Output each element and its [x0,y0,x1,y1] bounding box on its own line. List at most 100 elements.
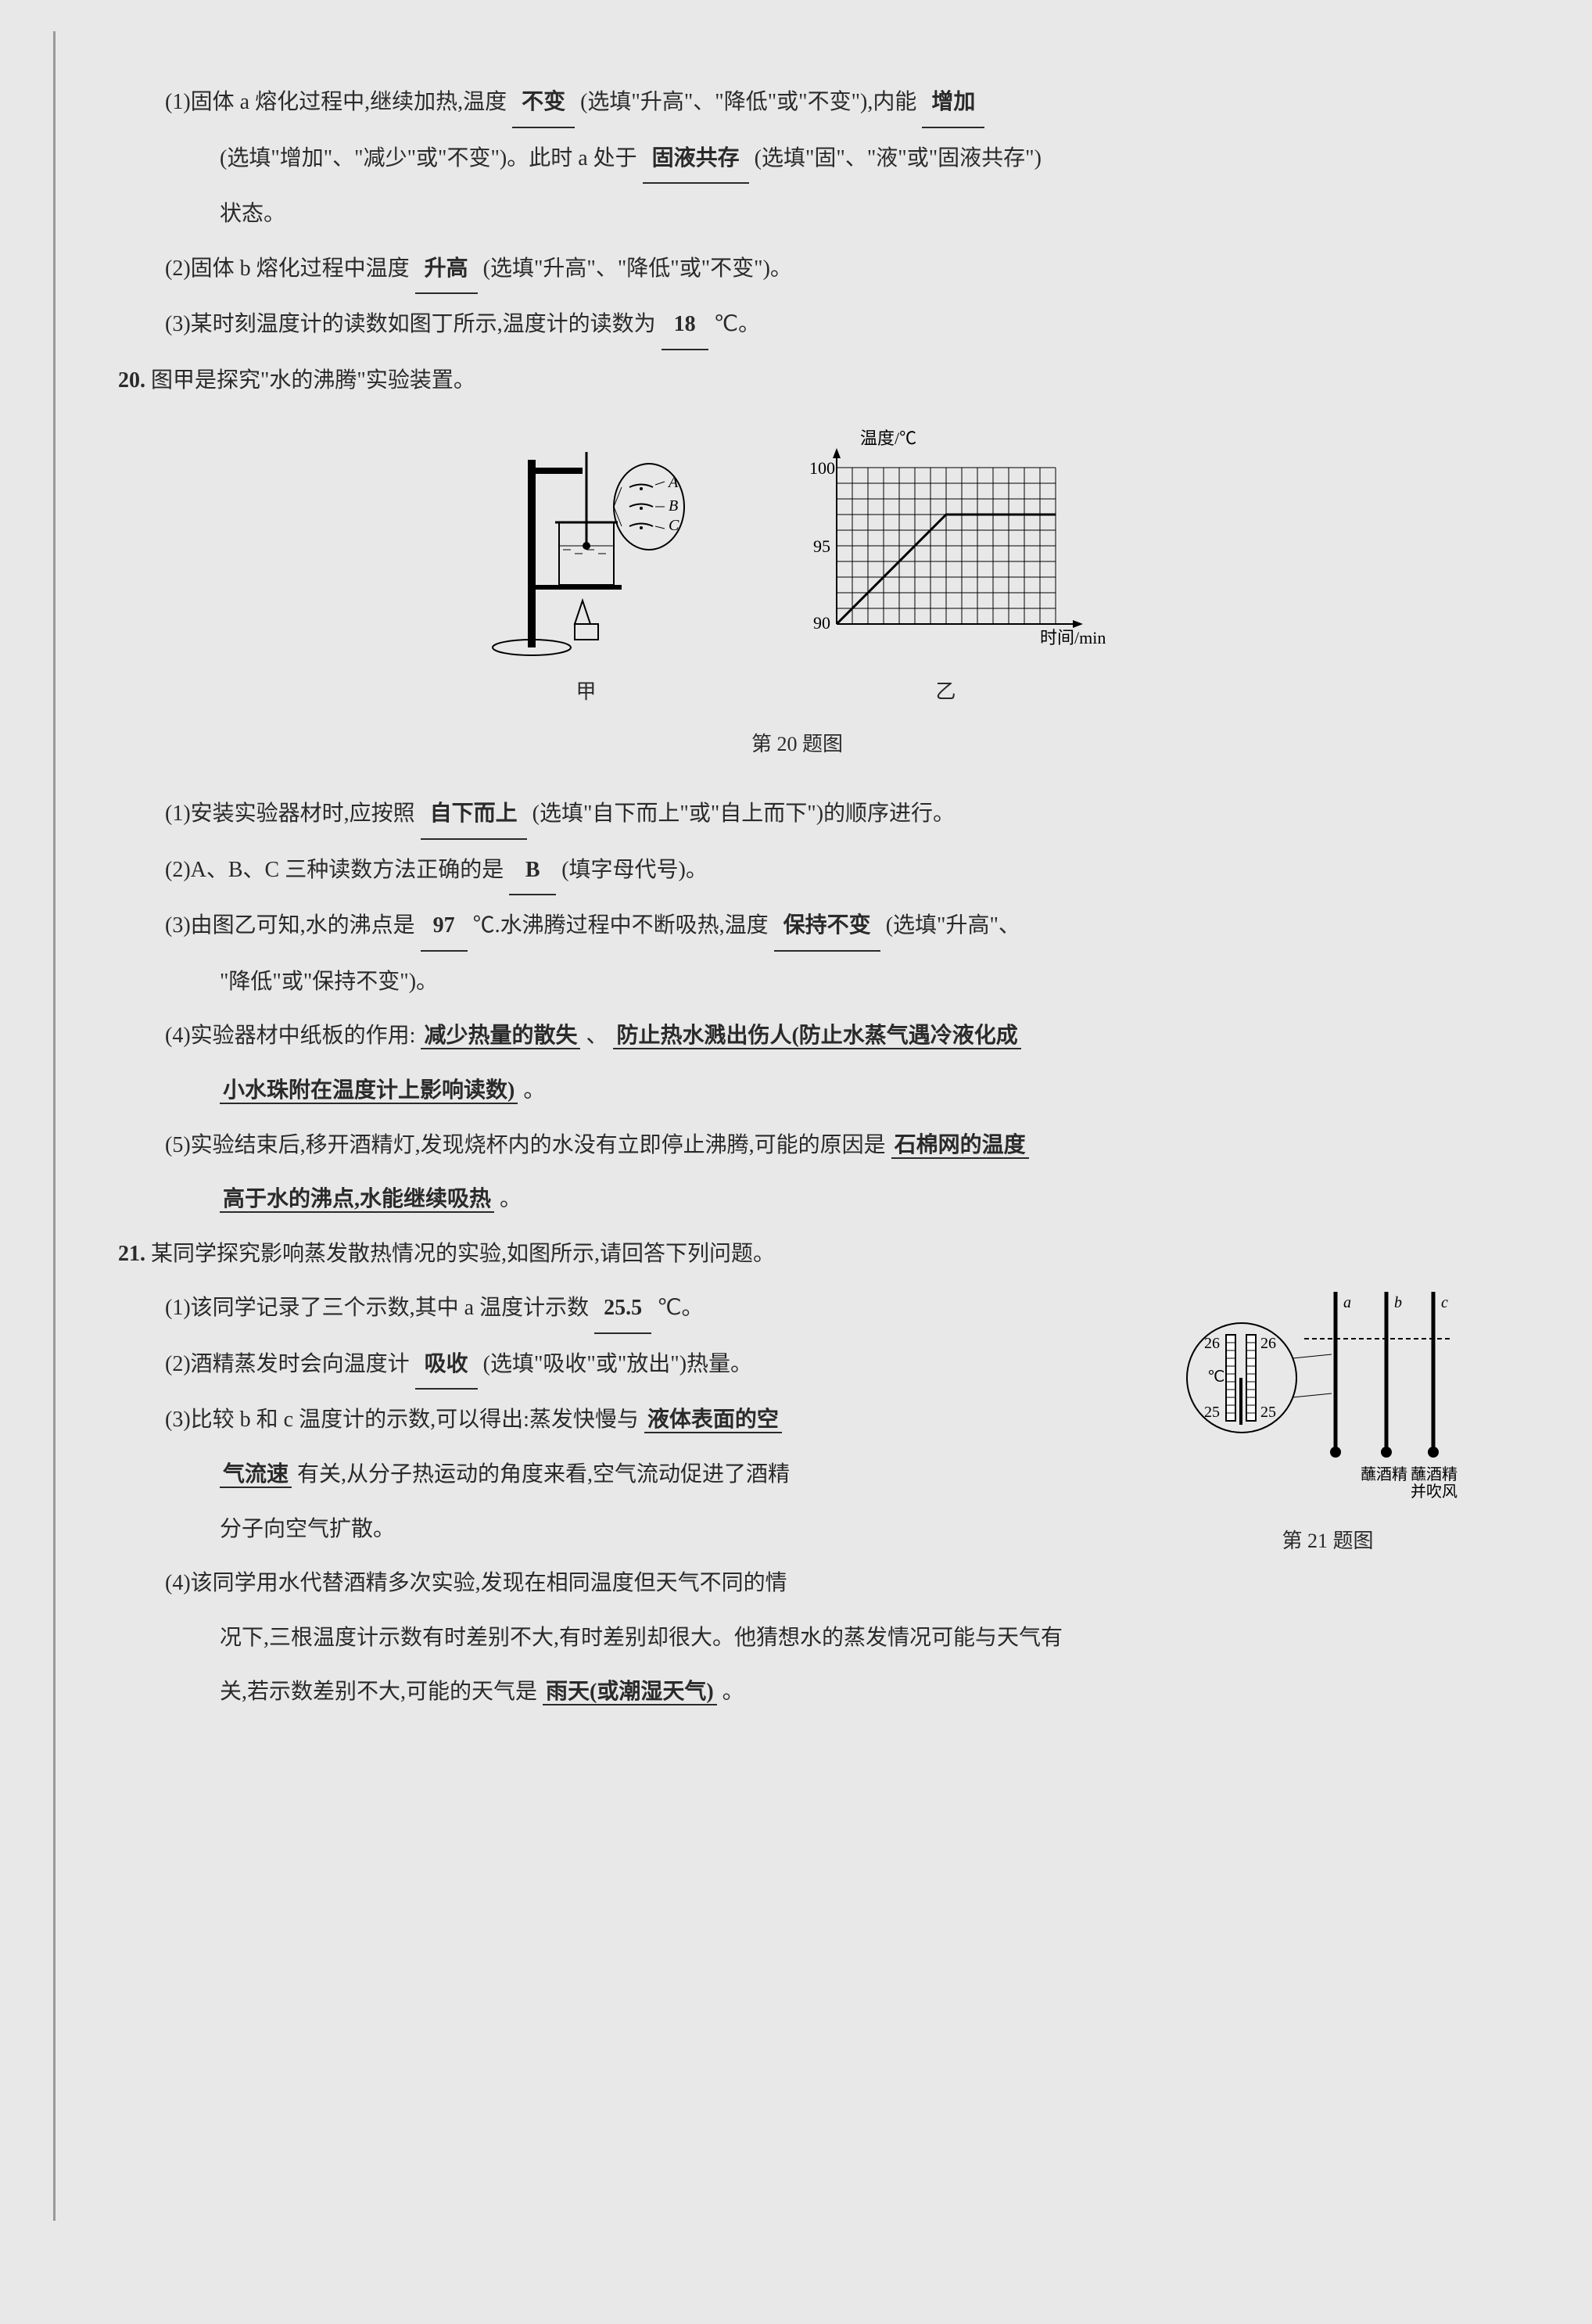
label-b: b [1394,1294,1402,1311]
label-A: A [667,474,679,491]
q20-p2: (2)A、B、C 三种读数方法正确的是 B (填字母代号)。 [118,846,1476,896]
ytick-95: 95 [813,536,830,556]
label-C: C [669,517,679,534]
label-b-bottom: 蘸酒精 [1361,1465,1407,1483]
q21-stem: 21. 某同学探究影响蒸发散热情况的实验,如图所示,请回答下列问题。 [118,1230,1476,1279]
scale-unit: ℃ [1207,1368,1224,1386]
label-c: c [1441,1294,1448,1311]
worksheet-page: (1)固体 a 熔化过程中,继续加热,温度 不变 (选填"升高"、"降低"或"不… [53,31,1539,2221]
text: "降低"或"保持不变")。 [220,970,438,994]
y-axis-label: 温度/℃ [860,429,916,448]
text: 。 [523,1078,545,1103]
fig-label-jia: 甲 [485,669,688,714]
text: (选填"自下而上"或"自上而下")的顺序进行。 [532,802,955,826]
blank-answer: 增加 [922,78,984,128]
scale-26-r: 26 [1260,1335,1276,1352]
text: (1)该同学记录了三个示数,其中 a 温度计示数 [165,1296,589,1320]
scale-25-l: 25 [1204,1404,1220,1421]
blank-answer: 小水珠附在温度计上影响读数) [220,1078,518,1104]
apparatus-svg: A B C [485,429,688,663]
label-c-bottom1: 蘸酒精 [1411,1465,1458,1483]
q21-figure: a b c [1179,1284,1476,1587]
x-axis-label: 时间/min [1040,628,1106,647]
text: (4)实验器材中纸板的作用: [165,1024,415,1048]
q21-p4b: 况下,三根温度计示数有时差别不大,有时差别却很大。他猜想水的蒸发情况可能与天气有 [118,1614,1476,1662]
pre-q-line2: (选填"增加"、"减少"或"不变")。此时 a 处于 固液共存 (选填"固"、"… [118,134,1476,185]
q-number: 20. [118,368,145,393]
blank-answer: 97 [421,902,468,952]
q20-p4b: 小水珠附在温度计上影响读数) 。 [118,1067,1476,1115]
blank-answer: 升高 [415,245,478,295]
apparatus-figure: A B C 甲 [485,429,688,714]
text: (选填"吸收"或"放出")热量。 [483,1352,752,1376]
text: 状态。 [220,202,285,226]
q20-caption: 第 20 题图 [118,722,1476,766]
blank-answer: 石棉网的温度 [891,1133,1029,1159]
blank-answer: 防止热水溅出伤人(防止水蒸气遇冷液化成 [613,1024,1020,1049]
q20-figures: A B C 甲 温度/℃ 时间/min [118,429,1476,714]
text: 。 [500,1187,522,1211]
q20-p3: (3)由图乙可知,水的沸点是 97 ℃.水沸腾过程中不断吸热,温度 保持不变 (… [118,902,1476,952]
text: 关,若示数差别不大,可能的天气是 [220,1680,537,1704]
text: (选填"固"、"液"或"固液共存") [755,146,1042,170]
text: 。 [722,1680,744,1704]
text: (3)比较 b 和 c 温度计的示数,可以得出:蒸发快慢与 [165,1408,639,1432]
label-B: B [669,497,678,515]
text: ℃.水沸腾过程中不断吸热,温度 [473,913,769,938]
text: 况下,三根温度计示数有时差别不大,有时差别却很大。他猜想水的蒸发情况可能与天气有 [220,1626,1063,1650]
label-a: a [1343,1294,1351,1311]
q21-p1: (1)该同学记录了三个示数,其中 a 温度计示数 25.5 ℃。 [118,1284,1156,1334]
blank-answer: 吸收 [415,1340,478,1390]
ytick-90: 90 [813,613,830,633]
q21-p4c: 关,若示数差别不大,可能的天气是 雨天(或潮湿天气) 。 [118,1668,1476,1716]
q21-p3b: 气流速 有关,从分子热运动的角度来看,空气流动促进了酒精 [118,1451,1156,1499]
pre-q-line5: (3)某时刻温度计的读数如图丁所示,温度计的读数为 18 ℃。 [118,300,1476,350]
ytick-100: 100 [809,458,835,478]
blank-answer: 不变 [512,78,575,128]
q20-p4: (4)实验器材中纸板的作用: 减少热量的散失 、 防止热水溅出伤人(防止水蒸气遇… [118,1012,1476,1060]
text: 有关,从分子热运动的角度来看,空气流动促进了酒精 [297,1462,790,1487]
q21-p3: (3)比较 b 和 c 温度计的示数,可以得出:蒸发快慢与 液体表面的空 [118,1396,1156,1444]
text: (选填"升高"、"降低"或"不变"),内能 [580,90,916,114]
text: (2)酒精蒸发时会向温度计 [165,1352,410,1376]
text: (1)固体 a 熔化过程中,继续加热,温度 [165,90,507,114]
q21-text-col: (1)该同学记录了三个示数,其中 a 温度计示数 25.5 ℃。 (2)酒精蒸发… [118,1284,1156,1614]
q21-p3c: 分子向空气扩散。 [118,1505,1156,1554]
text: ℃。 [714,312,760,336]
chart-svg: 温度/℃ 时间/min [782,429,1110,663]
thermometers-svg: a b c [1179,1284,1461,1503]
blank-answer: 保持不变 [774,902,880,952]
q20-p1: (1)安装实验器材时,应按照 自下而上 (选填"自下而上"或"自上而下")的顺序… [118,790,1476,840]
q20-p5: (5)实验结束后,移开酒精灯,发现烧杯内的水没有立即停止沸腾,可能的原因是 石棉… [118,1121,1476,1170]
blank-answer: 固液共存 [643,134,749,185]
text: (2)A、B、C 三种读数方法正确的是 [165,858,504,882]
pre-q-line3: 状态。 [118,190,1476,238]
scale-25-r: 25 [1260,1404,1276,1421]
blank-answer: 18 [662,300,708,350]
text: (4)该同学用水代替酒精多次实验,发现在相同温度但天气不同的情 [165,1571,787,1595]
q21-p4a: (4)该同学用水代替酒精多次实验,发现在相同温度但天气不同的情 [118,1559,1156,1608]
blank-answer: 减少热量的散失 [421,1024,580,1049]
text: (3)某时刻温度计的读数如图丁所示,温度计的读数为 [165,312,656,336]
pre-q-line4: (2)固体 b 熔化过程中温度 升高 (选填"升高"、"降低"或"不变")。 [118,245,1476,295]
text: 分子向空气扩散。 [220,1517,395,1541]
q20-stem: 20. 图甲是探究"水的沸腾"实验装置。 [118,357,1476,405]
text: (填字母代号)。 [561,858,708,882]
text: (3)由图乙可知,水的沸点是 [165,913,415,938]
q-number: 21. [118,1242,145,1266]
blank-answer: 高于水的沸点,水能继续吸热 [220,1187,494,1213]
text: 图甲是探究"水的沸腾"实验装置。 [151,368,475,393]
blank-answer: 25.5 [594,1284,651,1334]
blank-answer: 液体表面的空 [644,1408,782,1433]
scale-26-l: 26 [1204,1335,1220,1352]
q21-caption: 第 21 题图 [1179,1519,1476,1563]
text: 某同学探究影响蒸发散热情况的实验,如图所示,请回答下列问题。 [151,1242,775,1266]
text: (选填"增加"、"减少"或"不变")。此时 a 处于 [220,146,637,170]
text: (2)固体 b 熔化过程中温度 [165,256,410,281]
label-c-bottom2: 并吹风 [1411,1483,1458,1501]
blank-answer: B [509,846,556,896]
q20-p3b: "降低"或"保持不变")。 [118,958,1476,1006]
text: (5)实验结束后,移开酒精灯,发现烧杯内的水没有立即停止沸腾,可能的原因是 [165,1133,886,1157]
text: (1)安装实验器材时,应按照 [165,802,415,826]
text: (选填"升高"、"降低"或"不变")。 [483,256,792,281]
